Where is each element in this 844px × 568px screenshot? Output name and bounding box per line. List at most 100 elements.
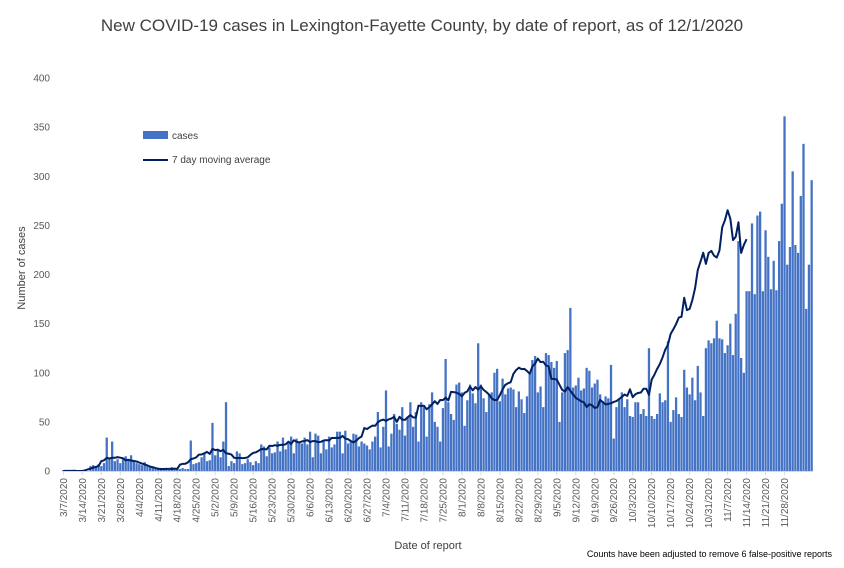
bar [683,369,686,471]
bar [645,415,648,471]
y-tick-label: 400 [33,74,50,85]
bar [669,421,672,472]
bar [121,458,125,471]
bar [211,422,214,471]
bar [422,407,426,471]
bar [336,431,339,471]
bar [265,456,268,471]
bar [249,462,252,471]
x-tick-label: 9/19/2020 [590,478,601,523]
y-tick-label: 350 [33,123,50,134]
bar [113,461,117,471]
bar [116,459,119,471]
bar [563,353,567,471]
bar [764,230,767,471]
bar [707,340,710,471]
bar [780,203,783,471]
bar [303,437,306,471]
bar [756,215,759,471]
x-tick-label: 7/4/2020 [381,478,392,517]
bar [425,436,428,471]
bar [699,392,702,471]
bar [626,399,629,471]
bar [184,469,187,471]
bar [365,445,369,471]
bar [138,464,141,471]
bar-series [62,116,813,472]
bar [810,180,813,471]
bar [222,441,225,471]
bar [420,402,423,471]
bar [485,412,488,471]
bar [311,457,314,471]
bar [127,459,130,471]
x-tick-label: 5/16/2020 [249,478,260,523]
bar [430,392,434,471]
bar [609,364,613,471]
x-tick-label: 11/28/2020 [780,478,791,528]
bar [322,441,325,471]
bar [382,426,385,471]
bar [655,414,659,471]
bar [514,407,518,471]
bar [693,400,697,471]
bar [517,391,520,471]
x-tick-label: 7/11/2020 [400,478,411,522]
bar [496,368,499,471]
bar [300,443,304,471]
bar [786,264,789,471]
x-tick-label: 11/21/2020 [761,478,772,528]
bar [536,392,539,471]
bar [108,459,111,471]
bar [593,383,596,471]
bar [314,433,317,471]
bar [574,385,577,471]
bar [417,441,420,471]
bar [601,401,605,471]
bar [406,416,409,471]
bar [124,456,127,471]
bar [512,389,515,471]
bar [590,387,594,471]
bar [528,372,531,471]
bar [344,430,347,471]
bar [162,470,165,471]
bar [105,437,108,471]
bar [631,416,634,471]
bar [273,452,276,471]
bar [195,463,198,471]
x-tick-label: 10/3/2020 [628,478,639,523]
bar [392,414,396,471]
bar [281,437,285,471]
x-tick-label: 6/13/2020 [325,478,336,523]
x-tick-label: 3/28/2020 [116,478,127,523]
bar [208,460,211,471]
bar [333,444,336,471]
bar [444,359,447,471]
bar [428,404,431,471]
bar [544,353,548,471]
x-tick-label: 10/10/2020 [647,478,658,528]
bar [772,260,775,471]
bar [235,451,239,471]
bar [672,410,675,471]
bar [531,359,534,471]
bar [119,463,122,471]
x-tick-label: 10/17/2020 [666,478,677,528]
bar [143,462,146,471]
bar [740,358,743,471]
bar [186,469,190,471]
bar [132,461,135,471]
y-tick-label: 300 [33,172,50,183]
bar [376,412,379,471]
bar [721,339,724,471]
bar [550,361,553,471]
x-tick-label: 4/25/2020 [192,478,203,523]
bar [580,390,583,471]
bar [604,396,607,471]
bar [233,463,236,471]
bar [807,264,811,471]
bar [539,386,542,471]
bar [205,461,209,471]
